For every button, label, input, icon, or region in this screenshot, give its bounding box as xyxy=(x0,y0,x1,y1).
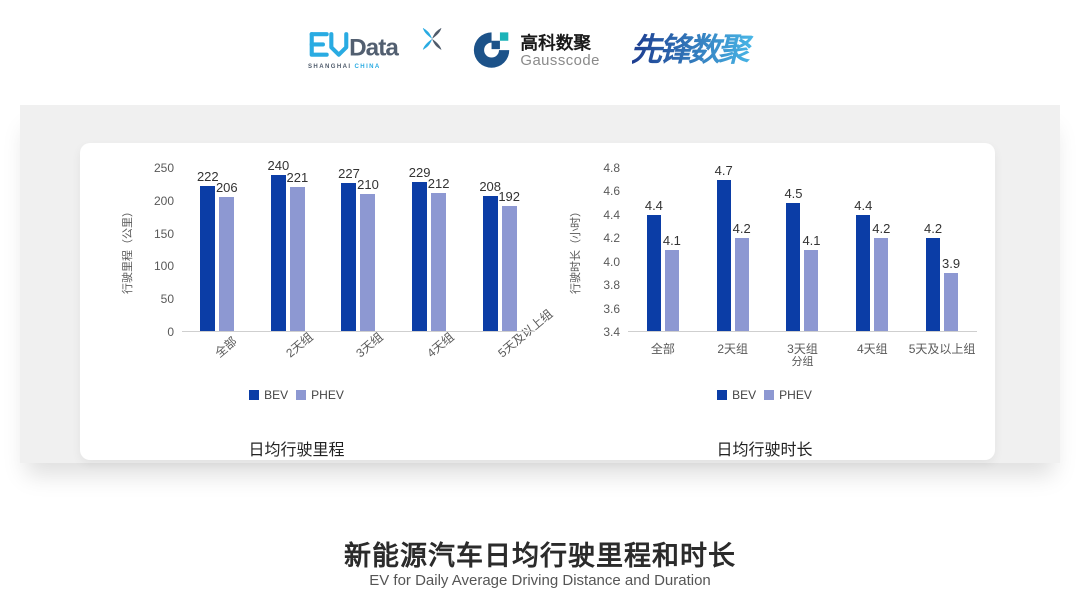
svg-text:先锋数聚: 先锋数聚 xyxy=(632,32,754,68)
svg-text:Gausscode: Gausscode xyxy=(520,53,599,69)
svg-text:Data: Data xyxy=(349,35,399,62)
svg-text:高科数聚: 高科数聚 xyxy=(520,32,591,53)
svg-text:SHANGHAI CHINA: SHANGHAI CHINA xyxy=(308,64,381,70)
